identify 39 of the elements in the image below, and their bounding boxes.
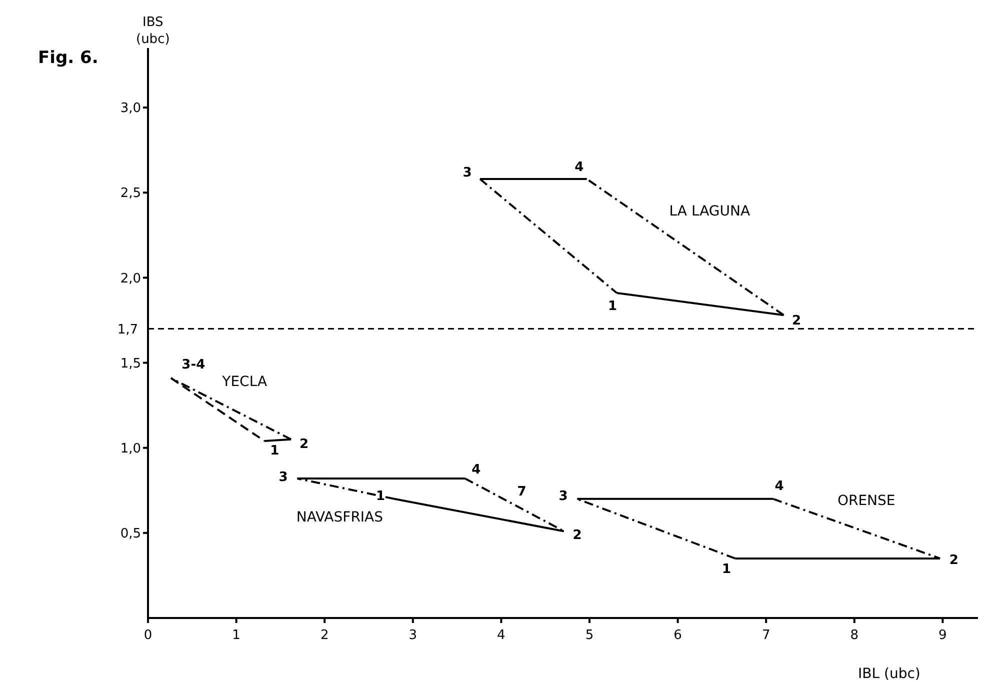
annotation: 4 <box>574 160 584 175</box>
x-tick-label: 9 <box>938 628 947 643</box>
y-tick-label: 1,0 <box>120 441 141 456</box>
y-tick-label: 2,0 <box>120 271 141 286</box>
y-tick-label: 2,5 <box>120 186 141 202</box>
y-axis-title: IBS (ubc) <box>136 14 170 48</box>
annotation: 2 <box>792 313 802 328</box>
annotation: 2 <box>572 528 582 544</box>
x-axis-title: IBL (ubc) <box>858 666 920 682</box>
annotation: 1 <box>608 298 618 314</box>
x-tick-label: 2 <box>320 628 329 643</box>
annotation: 2 <box>949 553 958 568</box>
chart-title: Fig. 6. <box>38 48 98 68</box>
x-tick-label: 5 <box>585 628 594 643</box>
x-tick-label: 8 <box>850 628 859 643</box>
annotation: 2 <box>299 437 309 452</box>
x-tick-label: 4 <box>497 628 506 643</box>
annotation: 4 <box>472 462 481 478</box>
series-label: NAVASFRIAS <box>296 509 384 526</box>
y-tick-label: 1,5 <box>120 356 141 372</box>
annotation: 3-4 <box>182 358 206 373</box>
annotation: 3 <box>462 166 472 181</box>
annotation: 3 <box>278 470 288 485</box>
series-label: LA LAGUNA <box>669 204 750 220</box>
ref-line-label: 1,7 <box>117 322 138 338</box>
y-tick-label: 0,5 <box>120 526 141 542</box>
series-label: YECLA <box>221 374 268 390</box>
annotation: 1 <box>270 443 280 458</box>
annotation: 1 <box>722 562 732 578</box>
x-tick-label: 6 <box>674 628 682 643</box>
y-tick-label: 3,0 <box>120 101 141 116</box>
annotation: 7 <box>517 484 526 500</box>
annotation: 4 <box>774 478 784 494</box>
x-tick-label: 1 <box>232 628 240 643</box>
x-tick-label: 0 <box>144 628 152 643</box>
x-tick-label: 3 <box>408 628 418 643</box>
x-tick-label: 7 <box>762 628 770 643</box>
annotation: 3 <box>558 489 568 504</box>
series-label: ORENSE <box>837 493 896 510</box>
